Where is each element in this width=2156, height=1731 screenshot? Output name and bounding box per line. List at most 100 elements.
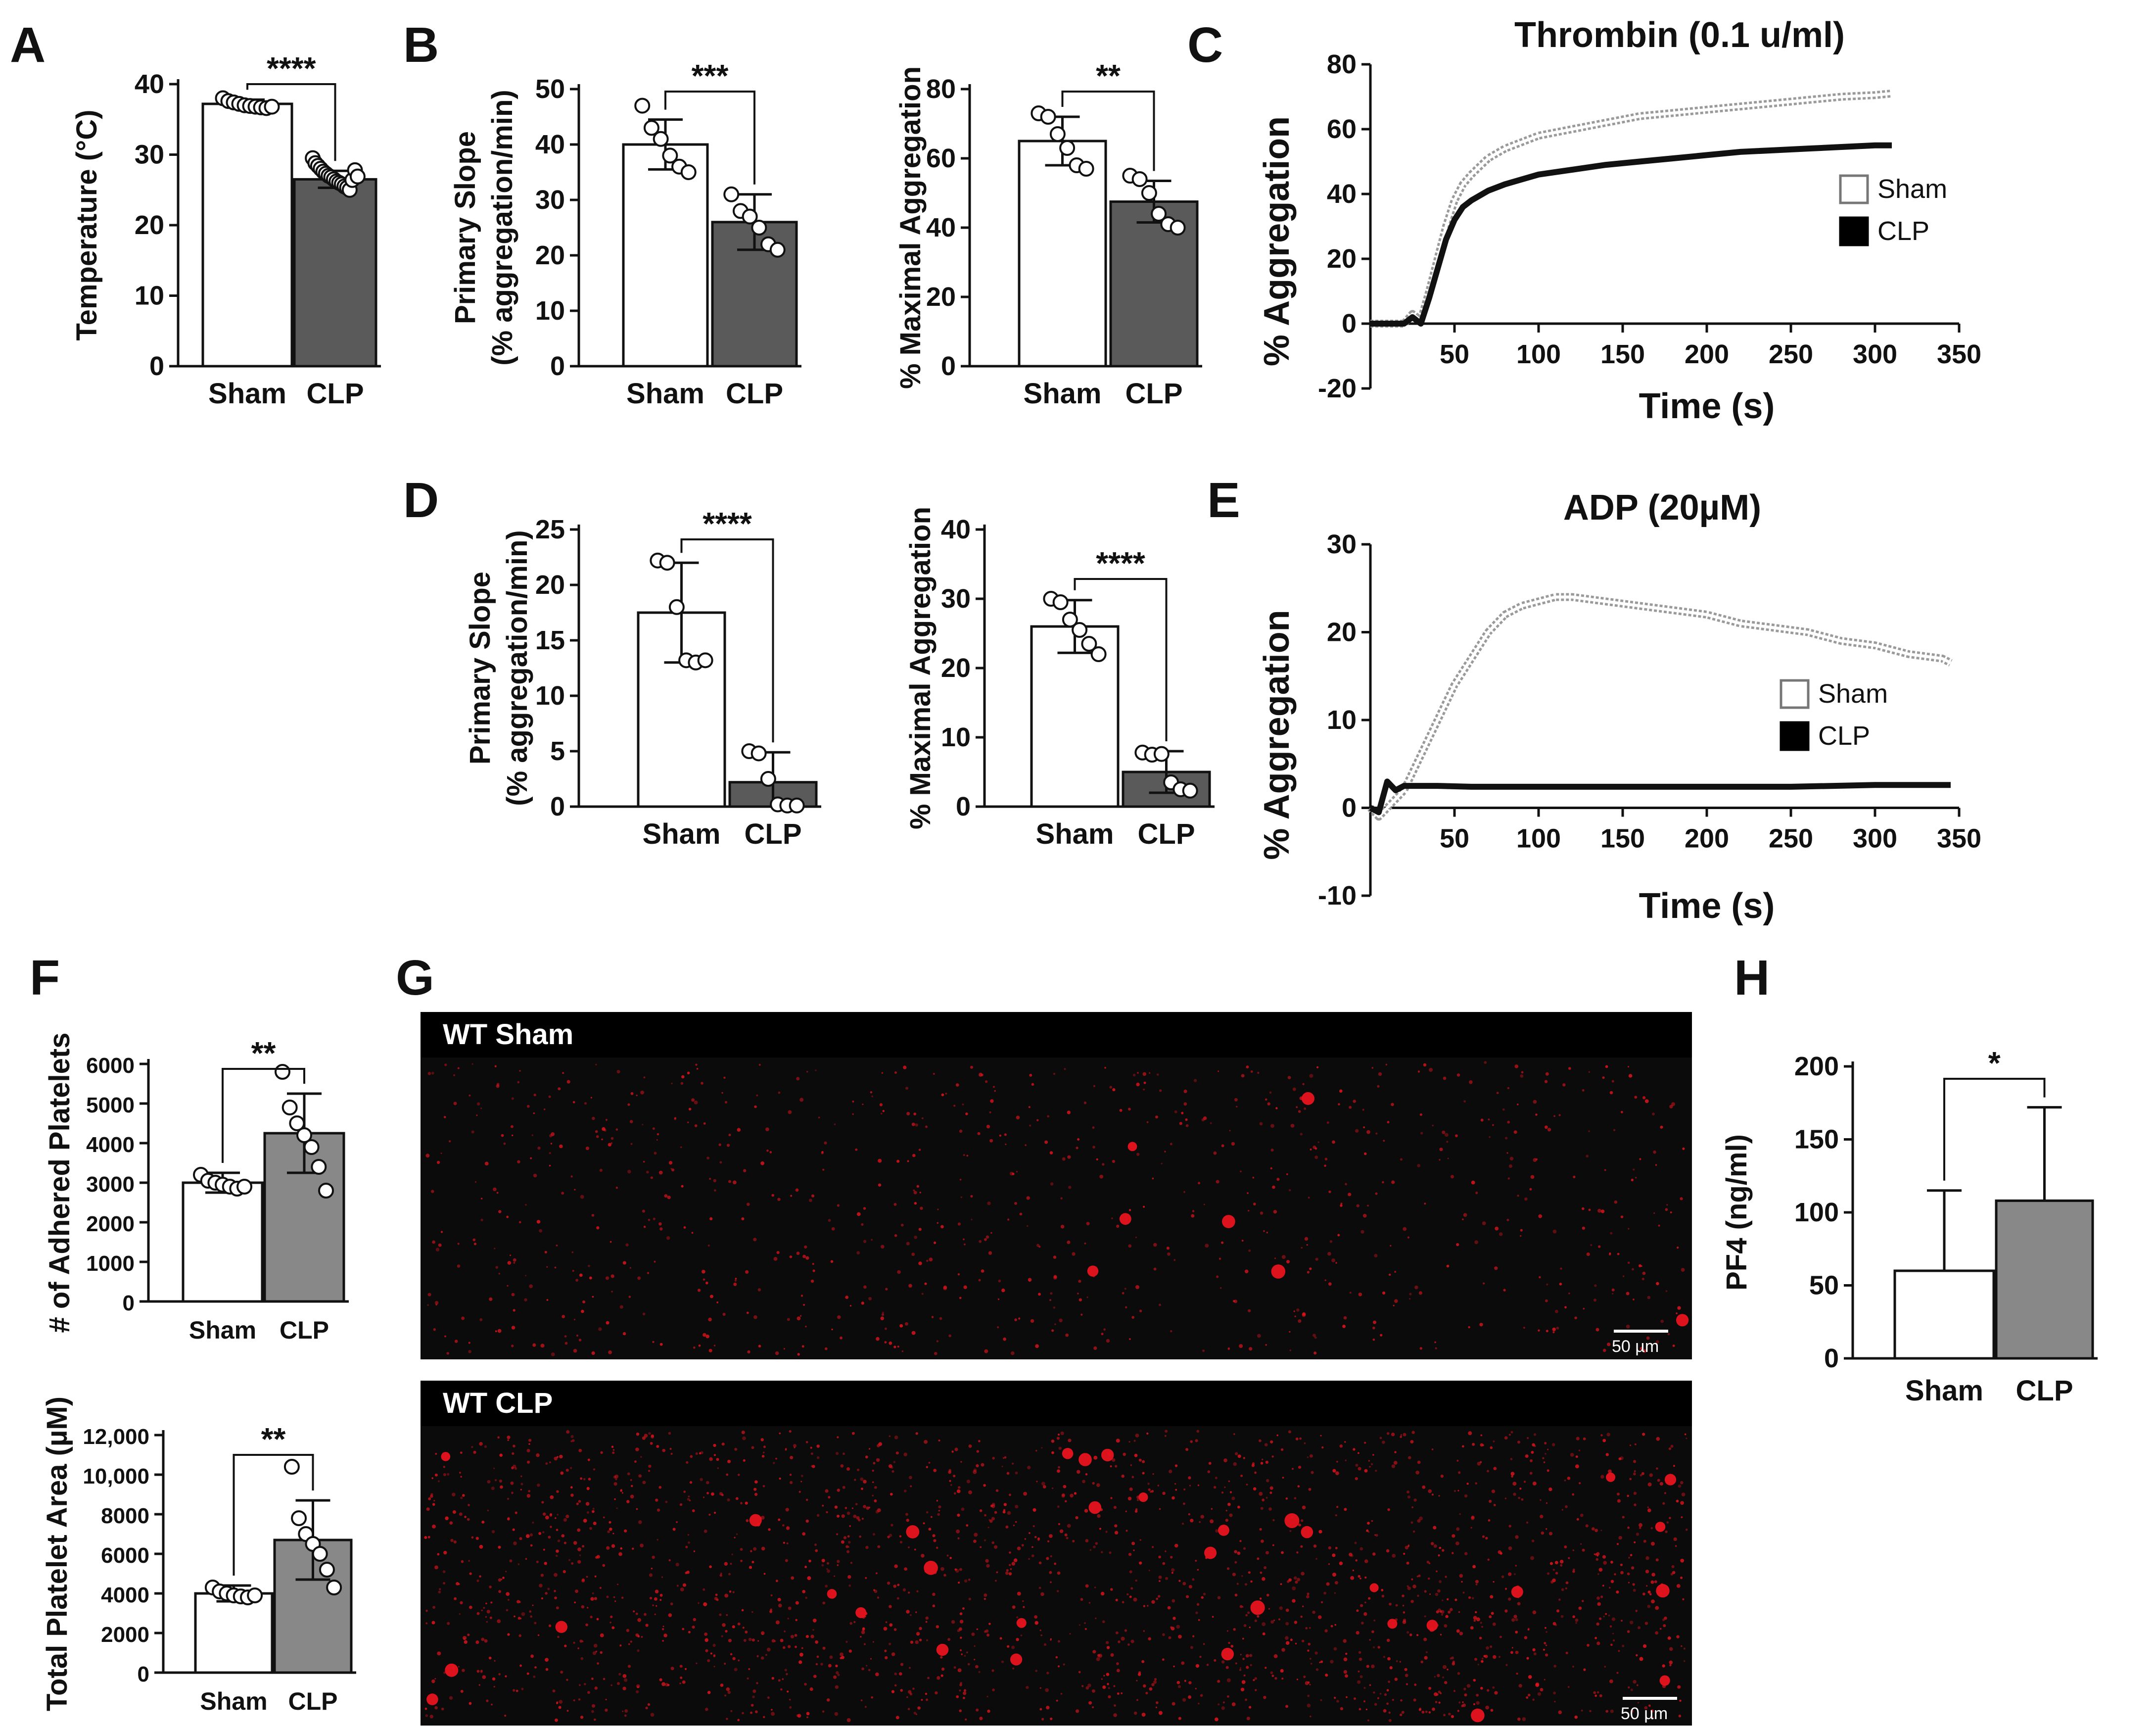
significance-bracket xyxy=(680,538,774,743)
data-point xyxy=(760,771,776,787)
data-point xyxy=(1141,185,1157,201)
y-tick-label: 40 xyxy=(941,515,971,544)
y-tick-label: 5 xyxy=(550,736,565,766)
bar-sham xyxy=(1018,140,1107,368)
legend-label-clp: CLP xyxy=(1877,216,1929,246)
y-tick-label: 0 xyxy=(550,351,565,381)
y-tick-label: 40 xyxy=(135,69,164,99)
x-tick-label: Sham xyxy=(189,1316,256,1344)
data-point xyxy=(303,1139,320,1155)
y-tick-label: 2000 xyxy=(101,1623,149,1647)
x-tick-label: 250 xyxy=(1769,824,1813,854)
significance-stars: ** xyxy=(251,1035,276,1071)
scale-bar-label-sham: 50 µm xyxy=(1612,1337,1659,1356)
scale-bar-label-clp: 50 µm xyxy=(1621,1704,1668,1723)
y-tick-label: 10 xyxy=(535,681,565,711)
y-axis-label: Primary Slope xyxy=(449,131,481,324)
data-point xyxy=(318,1183,334,1199)
chart-c-thrombin: -20 0 20 40 60 80 50 100 150 200 250 300 350 % Aggreg… xyxy=(1257,49,1981,426)
data-point xyxy=(291,1510,307,1526)
significance-bracket xyxy=(1074,578,1168,741)
y-tick-label: -10 xyxy=(1318,881,1357,911)
y-tick-label: 200 xyxy=(1794,1052,1839,1081)
panel-label-g: G xyxy=(396,950,434,1006)
x-tick-label: 300 xyxy=(1853,824,1897,854)
data-point xyxy=(311,1159,327,1175)
data-point xyxy=(789,797,805,814)
x-tick-label: Sham xyxy=(1024,378,1102,410)
y-tick-label: 12,000 xyxy=(83,1425,149,1449)
data-point xyxy=(697,652,713,669)
x-tick-label: CLP xyxy=(2016,1375,2073,1407)
x-tick-label: Sham xyxy=(1036,818,1114,850)
data-point xyxy=(634,97,651,114)
chart-h-pf4: 0 50 100 150 200 PF4 (ng/ml) Sham CLP * xyxy=(1721,1045,2098,1407)
data-point xyxy=(1131,171,1148,187)
y-tick-label: 150 xyxy=(1794,1125,1839,1154)
bar-sham xyxy=(182,1181,264,1303)
data-point xyxy=(668,599,685,615)
data-point xyxy=(319,1562,335,1578)
data-point xyxy=(264,98,280,115)
y-tick-label: 6000 xyxy=(86,1054,135,1078)
y-axis-label: % Aggregation xyxy=(1257,610,1297,860)
micrograph-platelet-dots xyxy=(424,1430,1688,1723)
x-tick-label: Sham xyxy=(200,1687,267,1715)
y-tick-label: 50 xyxy=(1809,1271,1839,1300)
y-tick-label: 6000 xyxy=(101,1543,149,1568)
panel-label-c: C xyxy=(1187,17,1223,73)
data-point xyxy=(751,220,767,236)
series-line-clp xyxy=(1369,778,1951,816)
x-axis-label: Time (s) xyxy=(1639,886,1775,926)
y-tick-label: 10 xyxy=(135,281,164,311)
y-tick-label: 3000 xyxy=(86,1172,135,1197)
significance-bracket xyxy=(246,83,336,161)
bar-clp xyxy=(293,178,377,368)
significance-stars: ** xyxy=(261,1421,286,1457)
x-tick-label: Sham xyxy=(643,818,721,850)
data-point xyxy=(349,168,366,185)
y-tick-label: 0 xyxy=(956,792,971,821)
y-tick-label: 40 xyxy=(1327,179,1357,209)
x-tick-label: CLP xyxy=(288,1687,338,1715)
data-point xyxy=(247,1587,263,1603)
data-point xyxy=(1151,206,1167,222)
x-tick-label: CLP xyxy=(307,378,364,410)
x-tick-label: Sham xyxy=(626,378,704,410)
chart-e-adp: -10 0 10 20 30 50 100 150 200 250 300 350 % Aggregat… xyxy=(1257,529,1981,926)
y-axis-label-units: (% aggregation/min) xyxy=(486,90,518,365)
legend-swatch-clp xyxy=(1839,216,1869,246)
y-tick-label: 100 xyxy=(1794,1198,1839,1227)
y-tick-label: 20 xyxy=(535,570,565,600)
data-point xyxy=(659,555,675,571)
data-point xyxy=(1081,636,1097,652)
legend-label-sham: Sham xyxy=(1818,679,1888,709)
data-point xyxy=(236,1179,252,1195)
chart-d-primary-slope: 0 5 10 15 20 25 Primary Slope (% aggregation/mi… xyxy=(464,506,821,850)
x-axis-label: Time (s) xyxy=(1639,386,1775,426)
significance-stars: ** xyxy=(1096,58,1121,94)
bar-clp xyxy=(1995,1199,2094,1360)
data-point xyxy=(1182,782,1198,799)
y-tick-label: 0 xyxy=(149,351,164,381)
data-point xyxy=(1072,622,1088,638)
significance-stars: **** xyxy=(703,506,752,541)
y-tick-label: 40 xyxy=(535,130,565,159)
series-line-sham-core xyxy=(1369,595,1952,818)
y-tick-label: 0 xyxy=(1342,793,1357,823)
x-tick-label: 150 xyxy=(1600,339,1645,369)
x-tick-label: Sham xyxy=(208,378,286,410)
x-tick-label: Sham xyxy=(1905,1375,1983,1407)
bar-sham xyxy=(201,102,293,368)
data-point xyxy=(1040,109,1056,125)
y-tick-label: 60 xyxy=(1327,114,1357,144)
data-point xyxy=(723,186,740,202)
x-tick-label: CLP xyxy=(726,378,783,410)
x-tick-label: 100 xyxy=(1516,824,1561,854)
panel-label-f: F xyxy=(30,950,60,1006)
x-tick-label: CLP xyxy=(280,1316,329,1344)
panel-label-e: E xyxy=(1207,473,1240,528)
data-point xyxy=(750,745,767,762)
x-tick-label: 200 xyxy=(1685,824,1729,854)
